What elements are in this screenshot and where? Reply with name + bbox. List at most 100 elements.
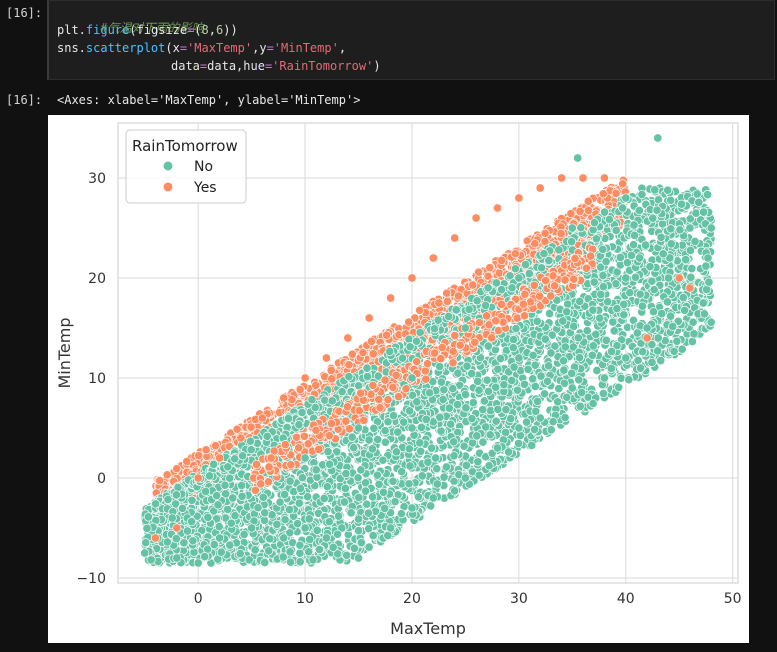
code-token: = [266,41,274,55]
point-no [633,355,643,365]
point-yes [327,374,337,384]
point-no [474,470,484,480]
point-no [297,407,307,418]
point-no [323,447,333,457]
point-no [701,261,711,271]
point-yes [497,255,507,265]
point-no [297,473,307,483]
code-comment: #气温对下雨的影响 [100,21,204,35]
code-token: = [199,59,208,73]
point-no [528,350,538,360]
point-yes [246,422,256,432]
point-no [426,501,436,511]
point-yes [598,189,608,199]
point-yes [611,188,621,198]
point-yes [232,424,242,434]
point-yes [368,349,378,359]
code-token: data [171,59,200,73]
point-yes [540,228,550,238]
point-no [702,190,713,200]
point-yes [404,317,414,327]
point-no [439,385,449,395]
code-token: , [208,23,216,37]
point-yes [485,263,495,273]
point-yes [566,209,576,219]
point-yes [530,239,540,249]
point-no [554,245,564,255]
point-no [319,493,329,504]
point-no [523,364,533,374]
point-no [223,504,233,514]
code-token: = [264,59,273,73]
point-no [230,511,240,521]
code-token: (figsize [129,23,188,37]
point-no [540,389,550,399]
point-no [295,483,305,494]
code-token: = [179,41,188,55]
point-no [511,324,521,334]
point-no [532,316,542,326]
point-no [616,373,626,383]
point-yes [287,395,297,405]
point-no [404,334,414,344]
point-no [237,480,247,491]
code-token: ,y [252,41,267,55]
point-yes [442,288,452,298]
point-yes [442,296,452,306]
point-no [275,497,285,507]
point-yes [155,476,165,486]
code-token: )) [223,23,238,37]
point-no [325,459,335,469]
point-no [648,307,659,317]
point-yes [434,298,444,308]
point-no [340,483,350,493]
point-no [636,363,646,373]
input-prompt: [16]: [6,6,43,20]
code-token: plt. [57,23,86,37]
code-line-3: sns.scatterplot(x='MaxTemp',y='MinTemp', [57,41,346,55]
output-prompt: [16]: [6,93,43,107]
point-yes [326,365,336,375]
code-token: ) [373,59,381,73]
point-no [464,304,474,314]
point-no [698,298,708,308]
point-no [635,289,645,299]
point-yes [358,348,368,358]
point-no [653,346,663,356]
point-yes [453,291,464,301]
code-token: 'MinTemp' [273,41,339,55]
point-no [510,264,520,274]
point-no [404,479,414,489]
point-no [461,460,471,470]
point-no [608,317,618,327]
point-yes [556,229,566,239]
point-no [532,396,543,406]
point-yes [162,470,172,480]
point-no [663,185,673,195]
point-yes [311,380,321,390]
point-no [687,336,697,347]
point-no [554,384,564,394]
point-yes [210,441,221,451]
point-no [521,260,531,270]
point-no [666,195,676,205]
point-no [588,398,598,409]
point-yes [194,451,204,461]
code-editor[interactable]: #气温对下雨的影响 plt.figure(figsize=(8,6)) sns.… [47,0,775,80]
code-token: ( [194,23,202,37]
point-yes [575,206,585,216]
point-no [625,288,635,298]
point-yes [366,336,377,346]
code-token: 8 [201,23,209,37]
code-token: 'MaxTemp' [187,41,253,55]
point-no [416,446,426,456]
point-no [187,495,197,505]
point-no [519,379,530,389]
point-no [304,547,314,557]
point-yes [415,305,425,315]
point-yes [583,196,593,206]
point-no [606,363,616,374]
point-no [373,435,383,445]
point-no [685,245,695,255]
point-no [611,279,621,289]
